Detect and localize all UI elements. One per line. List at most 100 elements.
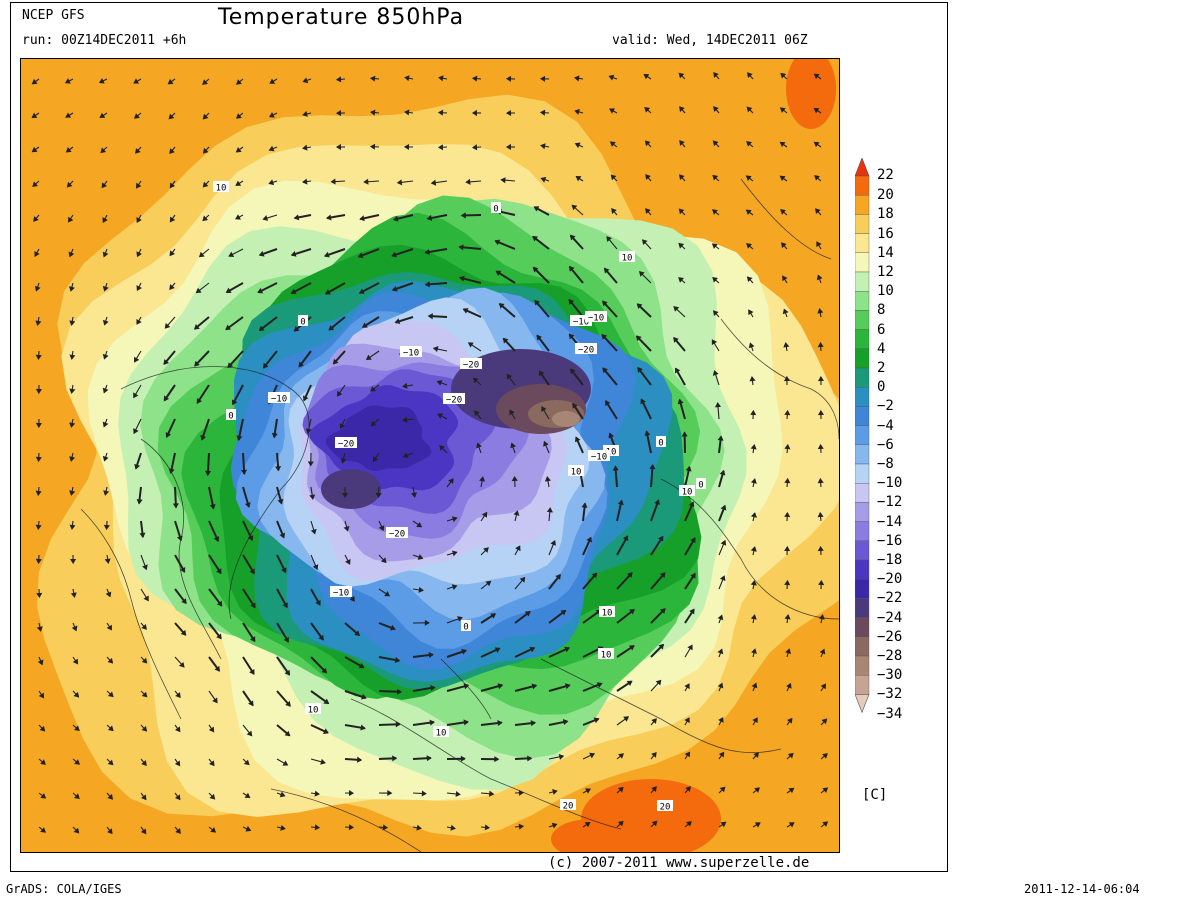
temperature-band: [551, 819, 631, 852]
wind-arrow-head: [312, 564, 319, 571]
wind-arrow-head: [779, 175, 786, 182]
wind-arrow-head: [37, 659, 44, 666]
wind-arrow-head: [457, 616, 463, 622]
wind-arrow-head: [684, 683, 690, 690]
wind-arrow-head: [216, 633, 222, 640]
wind-arrow-head: [784, 409, 791, 416]
wind-arrow-head: [99, 112, 106, 118]
wind-arrow-head: [784, 545, 791, 552]
legend-label: 12: [877, 264, 894, 280]
wind-arrow-head: [277, 498, 284, 505]
wind-arrow-head: [309, 494, 316, 500]
wind-arrow-head: [342, 492, 349, 499]
coastline: [660, 478, 839, 620]
contour-label-box: [268, 392, 290, 403]
wind-arrow-head: [717, 682, 724, 689]
wind-arrow-head: [498, 303, 505, 309]
wind-arrow-head: [369, 75, 376, 82]
wind-arrow-head: [814, 208, 821, 214]
legend-label: −18: [877, 552, 903, 568]
wind-arrow-head: [324, 289, 331, 295]
wind-arrow-head: [283, 636, 289, 643]
color-legend: 22 20 18 16 14 12 10 8 6 4 2 0 −2 −4 −6 −8 −10 −12 −14 −16−…: [855, 158, 915, 738]
wind-arrow-head: [326, 214, 332, 221]
wind-arrow-head: [678, 174, 685, 180]
wind-arrow-head: [348, 824, 355, 831]
wind-arrow-head: [418, 586, 424, 593]
wind-arrow-head: [784, 477, 791, 484]
wind-arrow-head: [395, 721, 401, 728]
wind-arrow-head: [533, 206, 540, 212]
wind-arrow-head: [210, 827, 217, 833]
wind-arrow-head: [585, 788, 591, 794]
wind-arrow-head: [750, 409, 757, 416]
wind-arrow-head: [213, 536, 220, 542]
wind-arrow-head: [602, 300, 608, 307]
wind-arrow-head: [505, 75, 512, 82]
wind-arrow-head: [564, 646, 570, 653]
wind-arrow-head: [543, 440, 549, 447]
legend-label: 18: [877, 206, 894, 223]
wind-arrow-head: [372, 456, 379, 463]
wind-arrow-head: [268, 179, 275, 186]
wind-arrow-head: [354, 630, 360, 637]
wind-arrow-head: [623, 716, 630, 722]
legend-swatch: [855, 348, 870, 369]
wind-arrow-head: [534, 299, 541, 306]
wind-arrow-head: [330, 178, 336, 185]
wind-arrow-head: [712, 140, 719, 147]
wind-arrow-head: [817, 477, 824, 484]
legend-swatch: [855, 675, 870, 695]
legend-label: −22: [877, 590, 903, 607]
wind-arrow-head: [461, 648, 467, 655]
wind-arrow-head: [387, 790, 393, 797]
wind-arrow-head: [484, 824, 491, 831]
temperature-map[interactable]: 10 10 10 10 10 10 10 10 10 0 0 0 0 0 0 −10 −10 −10 −10 −10−…: [20, 58, 840, 853]
wind-arrow-head: [359, 215, 365, 222]
temperature-band: [21, 59, 151, 191]
wind-arrow-head: [302, 111, 308, 117]
legend-label: 4: [877, 340, 886, 357]
wind-arrow-head: [396, 179, 403, 186]
temperature-band: [321, 469, 381, 509]
wind-arrow-head: [343, 526, 350, 532]
wind-arrow-head: [717, 614, 724, 621]
wind-arrow-head: [73, 691, 80, 698]
wind-arrow-head: [141, 760, 147, 767]
wind-arrow-head: [417, 554, 424, 560]
wind-arrow-head: [609, 141, 616, 147]
wind-arrow-head: [713, 106, 719, 112]
wind-arrow-head: [302, 395, 309, 402]
wind-arrow-head: [136, 182, 142, 189]
legend-swatch: [855, 406, 870, 426]
wind-arrow-head: [361, 693, 367, 700]
contour-label: 20: [660, 803, 671, 813]
wind-arrow-head: [785, 648, 791, 655]
wind-arrow-head: [68, 216, 74, 223]
wind-arrow-head: [530, 720, 537, 727]
wind-arrow-head: [35, 558, 42, 565]
legend-label: −24: [877, 609, 903, 626]
wind-arrow-head: [651, 786, 657, 792]
wind-arrow-head: [105, 591, 112, 598]
wind-arrow-head: [779, 141, 786, 148]
wind-arrow-head: [463, 683, 470, 690]
wind-arrow-head: [714, 402, 722, 408]
legend-swatch: [855, 290, 870, 311]
wind-arrow-head: [302, 77, 309, 84]
wind-arrow-head: [684, 717, 690, 724]
wind-arrow-head: [568, 265, 575, 272]
wind-arrow-head: [712, 310, 719, 316]
wind-arrow-head: [302, 178, 308, 185]
wind-arrow-head: [437, 144, 444, 151]
wind-arrow-head: [712, 174, 719, 181]
wind-arrow-head: [305, 428, 312, 434]
wind-arrow-head: [643, 74, 650, 80]
wind-arrow-head: [339, 423, 346, 429]
render-timestamp: 2011-12-14-06:04: [1024, 882, 1140, 896]
wind-arrow-head: [165, 432, 172, 438]
legend-swatch: [855, 617, 870, 638]
wind-arrow-head: [820, 683, 826, 690]
wind-arrow-head: [536, 334, 543, 341]
wind-arrow-head: [679, 140, 685, 146]
